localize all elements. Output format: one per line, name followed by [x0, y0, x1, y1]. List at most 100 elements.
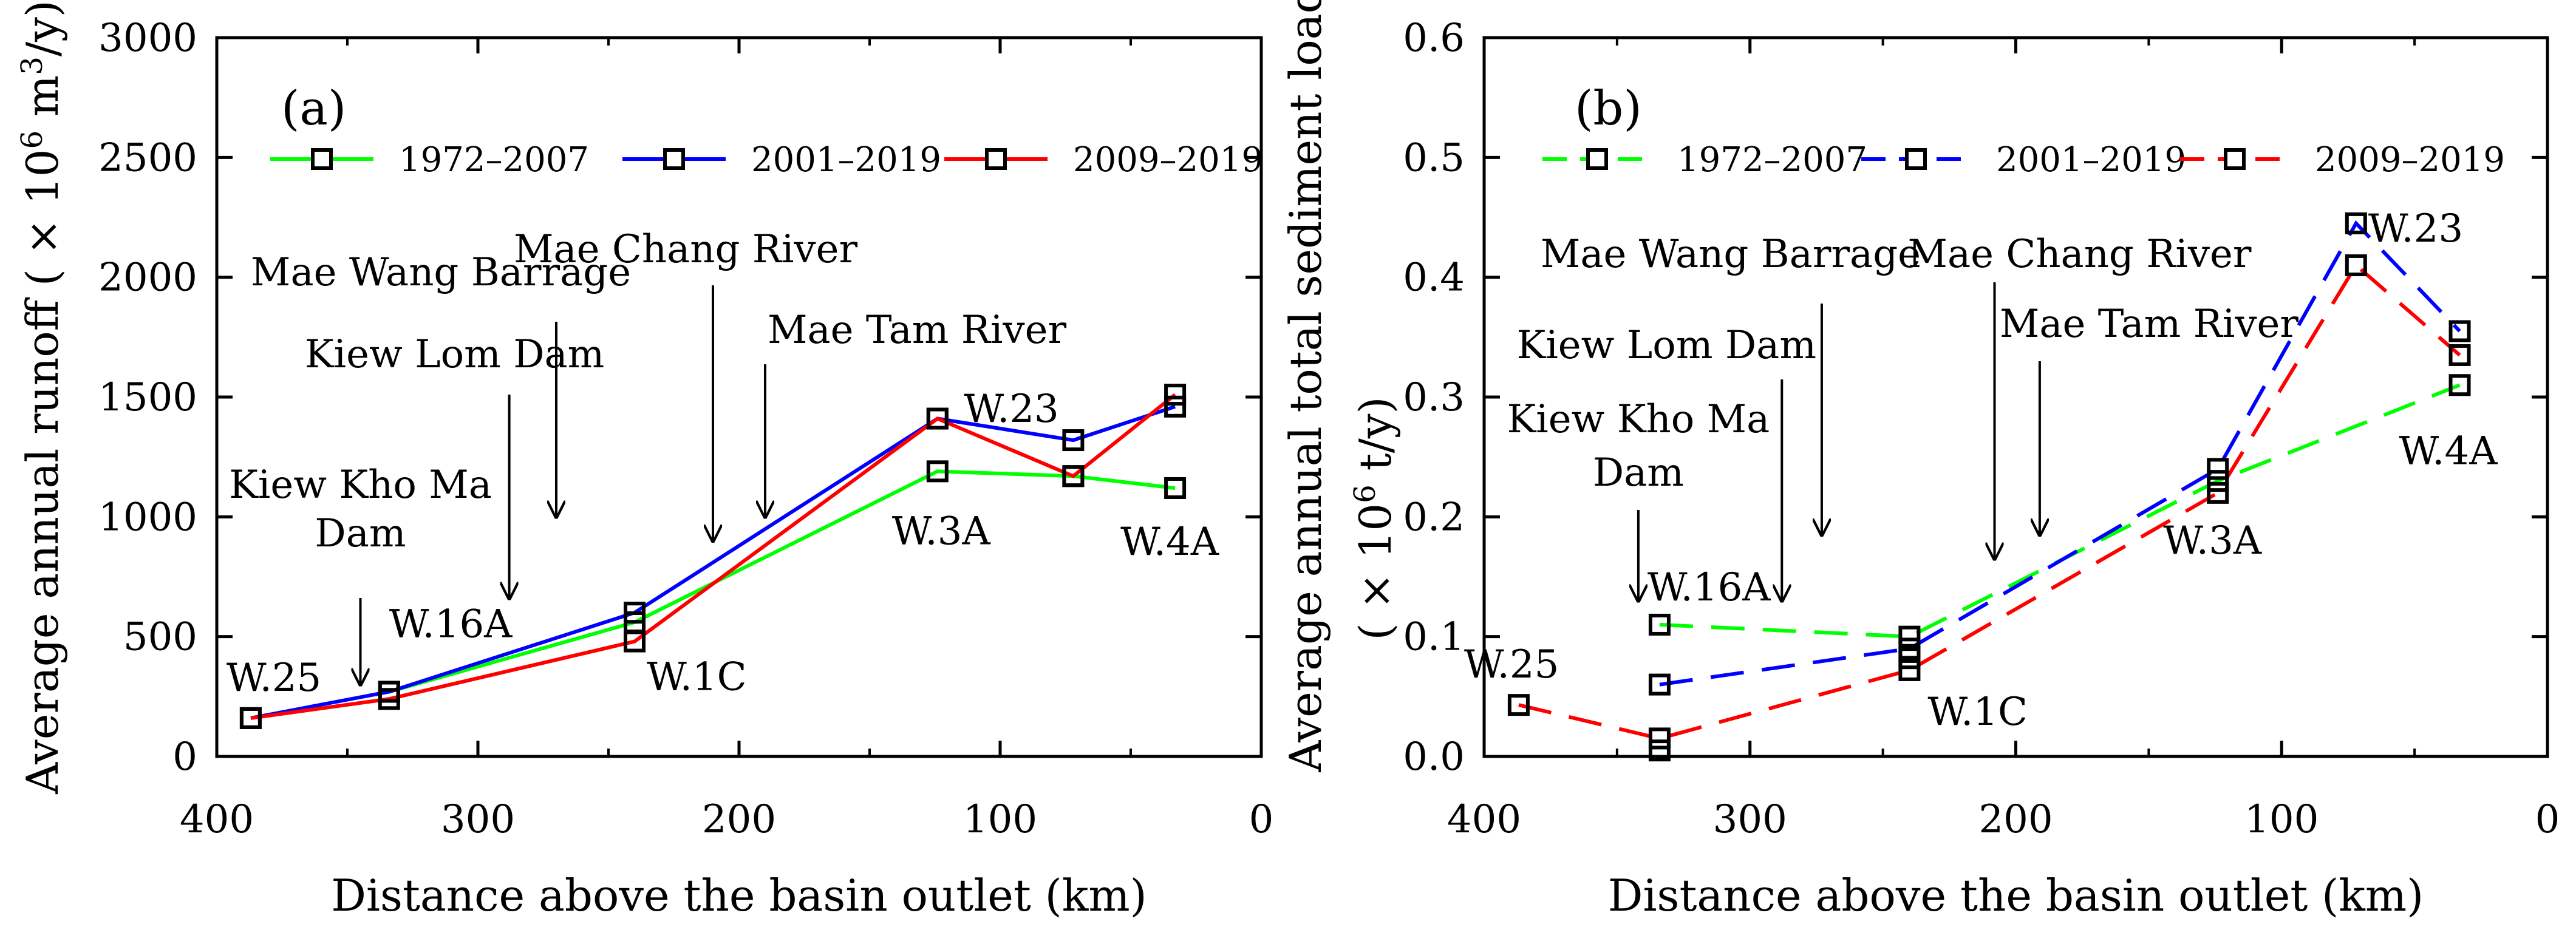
station-label: W.4A: [1120, 520, 1219, 565]
annotation-label: Kiew Lom Dam: [305, 332, 605, 377]
legend-label: 1972–2007: [399, 140, 589, 180]
x-tick-label: 300: [441, 797, 515, 842]
y-axis-label-part: 6: [15, 131, 49, 149]
y-axis-label: Average annual runoff ( × 106 m3/y): [15, 0, 68, 795]
y-axis-label-part: 6: [1348, 484, 1382, 503]
data-point: [2448, 374, 2471, 396]
data-point: [624, 630, 646, 653]
annotation-label: Mae Chang River: [514, 227, 857, 272]
station-label: W.1C: [647, 655, 747, 700]
legend-swatch-marker: [985, 148, 1007, 170]
data-point: [2345, 254, 2367, 276]
legend-label: 2009–2019: [2315, 140, 2505, 180]
data-point: [1648, 739, 1671, 762]
y-axis-label-part: ( × 10: [1350, 503, 1401, 640]
data-point: [378, 688, 400, 710]
data-point: [1507, 694, 1530, 716]
x-tick-label: 0: [2535, 797, 2560, 842]
annotation-label: Dam: [315, 511, 406, 556]
y-tick-label: 2000: [98, 256, 197, 301]
y-tick-label: 0.4: [1403, 256, 1465, 301]
y-axis-label-part: 3: [15, 56, 49, 75]
y-tick-label: 0.2: [1403, 495, 1465, 540]
station-label: W.25: [227, 656, 321, 701]
station-label: W.25: [1464, 642, 1559, 687]
data-point: [1898, 625, 1921, 648]
y-axis-label-part: Average annual runoff ( × 10: [17, 149, 68, 795]
panel-b: 400 300 200 100 0 0.0 0.1 0.2 0.3 0.4 0.5 0.6 Distan…: [1280, 0, 2560, 921]
y-tick-label: 0.1: [1403, 615, 1465, 660]
data-point: [1648, 673, 1671, 696]
annotation-label: Mae Tam River: [2000, 302, 2299, 347]
annotation-label: Kiew Kho Ma: [1507, 397, 1770, 442]
station-label: W.1C: [1927, 690, 2028, 735]
data-point: [2448, 344, 2471, 366]
legend-swatch-marker: [311, 148, 333, 170]
data-point: [1898, 659, 1921, 681]
series-line-2: [1518, 262, 2461, 741]
data-point: [1164, 384, 1187, 406]
y-tick-label: 0.3: [1403, 375, 1465, 420]
y-tick-label: 0: [172, 735, 197, 780]
series-line-1: [250, 404, 1176, 720]
legend-label: 1972–2007: [1677, 140, 1867, 180]
y-tick-label: 0.5: [1403, 135, 1465, 180]
station-label: W.16A: [1647, 565, 1771, 610]
x-tick-label: 200: [1978, 797, 2053, 842]
legend-swatch-marker: [1905, 148, 1927, 170]
data-point: [1164, 477, 1187, 499]
data-point: [2345, 212, 2367, 234]
data-point: [1898, 647, 1921, 670]
annotation-label: Mae Wang Barrage: [1541, 232, 1921, 277]
data-point: [2448, 320, 2471, 342]
legend-swatch-marker: [2224, 148, 2246, 170]
x-axis-label: Distance above the basin outlet (km): [1608, 870, 2424, 921]
data-point: [1164, 395, 1187, 418]
data-point: [1648, 613, 1671, 636]
station-label: W.16A: [389, 602, 513, 647]
legend-label: 2001–2019: [1996, 140, 2186, 180]
y-tick-label: 3000: [98, 16, 197, 61]
legend-swatch-marker: [1586, 148, 1608, 170]
series-line-1: [1659, 220, 2461, 687]
y-axis-label-part: m: [17, 75, 68, 131]
station-label: W.3A: [892, 509, 991, 554]
legend-label: 2009–2019: [1073, 140, 1263, 180]
y-tick-label: 0.0: [1403, 735, 1465, 780]
y-tick-label: 0.6: [1403, 16, 1465, 61]
annotation-label: Mae Tam River: [768, 308, 1067, 353]
series-line-0: [388, 469, 1176, 694]
y-tick-label: 1000: [98, 495, 197, 540]
y-axis-label-part: /y): [17, 0, 68, 56]
x-tick-label: 100: [2244, 797, 2319, 842]
annotation-label: Dam: [1593, 450, 1684, 495]
y-tick-label: 500: [123, 615, 197, 660]
station-label: W.23: [2368, 206, 2463, 251]
data-point: [624, 602, 646, 624]
y-tick-label: 1500: [98, 375, 197, 420]
x-tick-label: 400: [1447, 797, 1521, 842]
y-tick-label: 2500: [98, 135, 197, 180]
station-label: W.23: [964, 387, 1058, 432]
y-axis-label-line1: Average annual total sediment load: [1280, 0, 1331, 773]
x-axis-label: Distance above the basin outlet (km): [331, 870, 1147, 921]
y-axis-label-part: t/y): [1350, 396, 1401, 484]
data-point: [926, 460, 949, 483]
series-line-2: [250, 393, 1176, 720]
data-point: [1062, 465, 1085, 487]
data-point: [1062, 429, 1085, 452]
x-tick-label: 300: [1713, 797, 1787, 842]
data-point: [239, 707, 262, 729]
panel-label: (b): [1575, 81, 1642, 136]
data-point: [926, 407, 949, 430]
panel-label: (a): [281, 81, 346, 136]
x-tick-label: 0: [1249, 797, 1274, 842]
series-line-0: [1659, 383, 2461, 639]
x-tick-label: 200: [702, 797, 776, 842]
legend-label: 2001–2019: [751, 140, 941, 180]
station-label: W.4A: [2399, 429, 2498, 474]
x-tick-label: 100: [963, 797, 1037, 842]
panel-a: 400 300 200 100 0050010001500200025003000Dis…: [15, 0, 1273, 921]
legend-swatch-marker: [663, 148, 685, 170]
